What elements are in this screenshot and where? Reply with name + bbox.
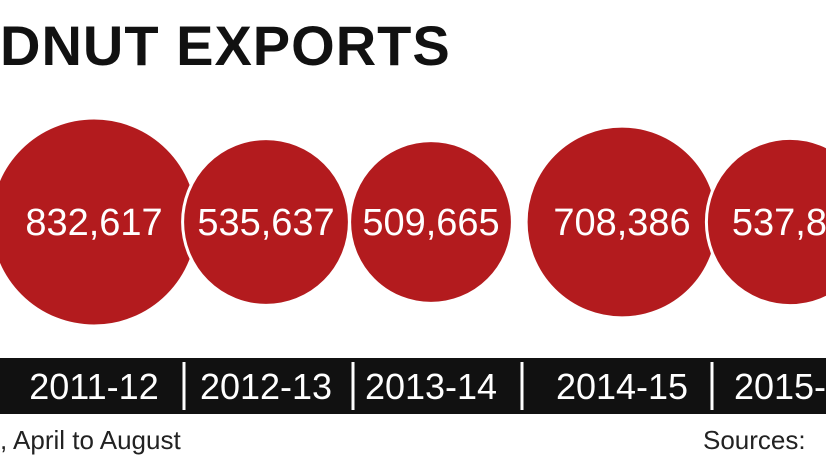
bubble-2013-14 xyxy=(348,139,514,305)
source-note: Sources: xyxy=(703,425,806,455)
bubble-2015-1 xyxy=(704,136,826,308)
year-bar-background xyxy=(0,358,826,414)
bubble-group: 832,617 535,637 509,665 708,386 537,88 xyxy=(0,116,826,328)
bubble-value-label: 708,386 xyxy=(553,202,690,244)
year-tick-label: 2014-15 xyxy=(556,366,688,407)
footnote: , April to August xyxy=(0,425,181,455)
bubble-value-label: 509,665 xyxy=(362,202,499,244)
year-tick-label: 2013-14 xyxy=(365,366,497,407)
year-bar: 2011-12 2012-13 2013-14 2014-15 2015-1 xyxy=(0,358,826,414)
year-tick-label: 2015-1 xyxy=(734,366,826,407)
year-tick-label: 2011-12 xyxy=(29,366,158,407)
year-tick-label: 2012-13 xyxy=(200,366,332,407)
bubble-value-label: 832,617 xyxy=(25,202,162,244)
bubble-value-label: 537,88 xyxy=(732,202,826,244)
chart-title: DNUT EXPORTS xyxy=(0,14,451,77)
bubble-value-label: 535,637 xyxy=(197,202,334,244)
